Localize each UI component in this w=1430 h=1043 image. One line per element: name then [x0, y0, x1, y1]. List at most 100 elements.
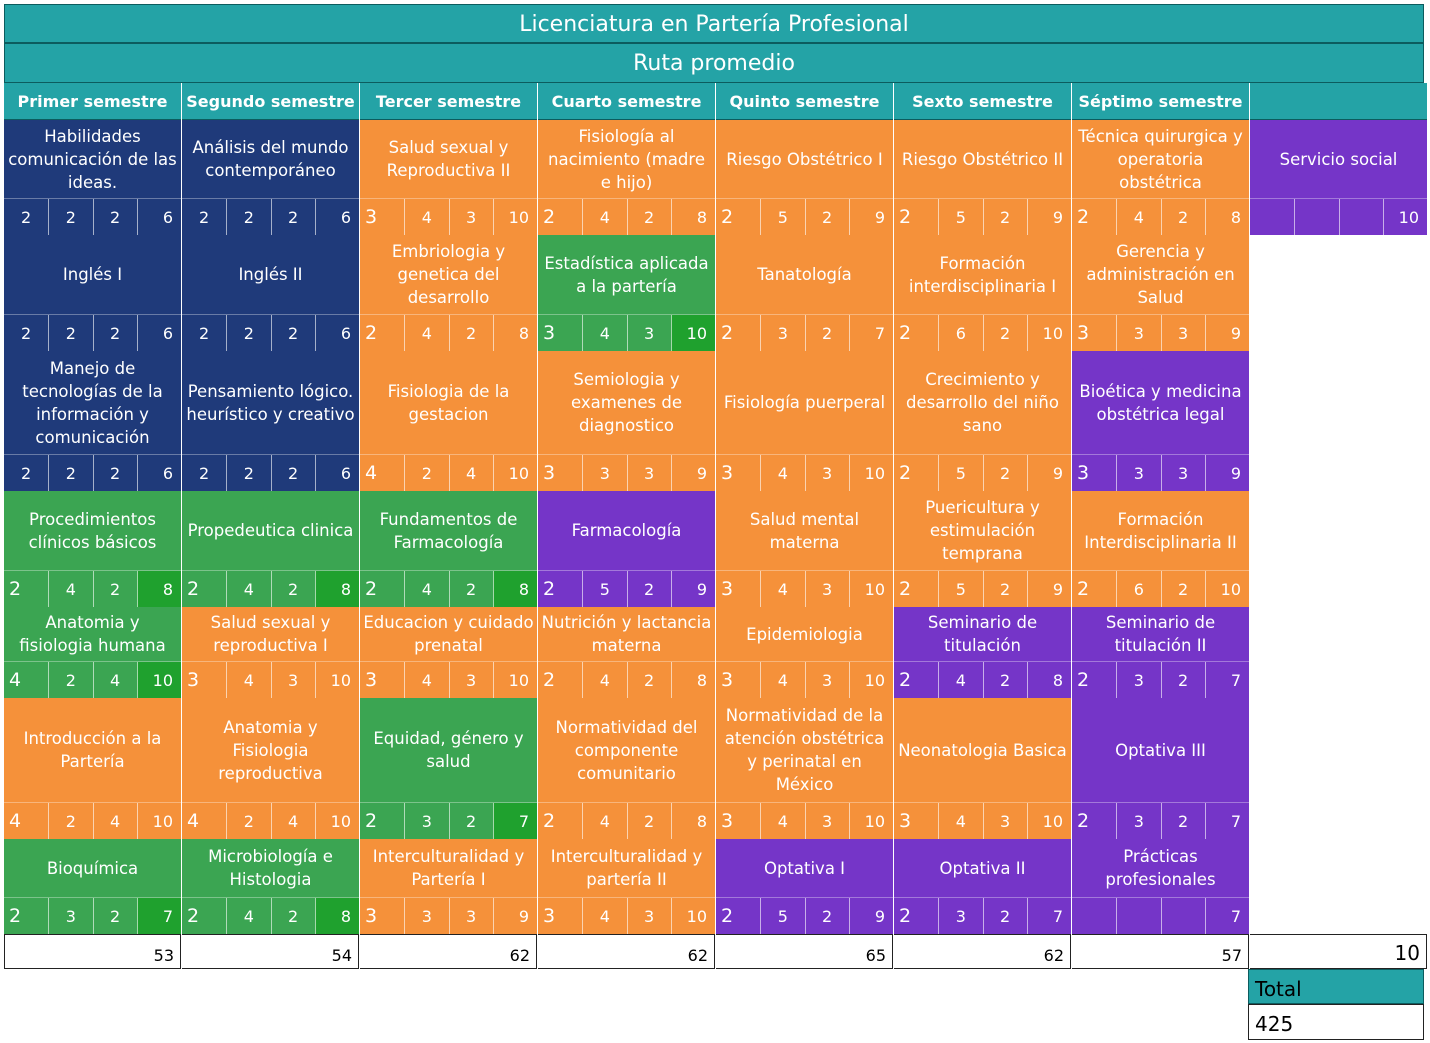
credit-value: 2	[226, 199, 270, 235]
credit-value: 2	[226, 803, 270, 839]
course-credits: 4 2 4 10	[4, 803, 181, 839]
credit-value: 4	[187, 810, 200, 832]
credit-value: 5	[938, 571, 982, 607]
credit-value: 2	[270, 571, 315, 607]
credit-value: 2	[721, 905, 734, 927]
credit-value: 7	[1204, 803, 1249, 839]
credit-value: 2	[365, 322, 378, 344]
course-name: Fisiologia de la gestacion	[360, 351, 537, 455]
semester-header: Sexto semestre	[894, 83, 1071, 120]
credit-value: 3	[187, 669, 200, 691]
credit-value: 2	[226, 315, 270, 351]
credit-value: 3	[543, 322, 556, 344]
credit-value: 4	[404, 662, 448, 698]
credit-value: 3	[1160, 315, 1205, 351]
credit-value: 6	[136, 199, 181, 235]
credit-value: 2	[92, 898, 137, 934]
credit-value: 5	[938, 199, 982, 235]
credit-value: 2	[48, 803, 92, 839]
credit-value: 3	[1116, 455, 1160, 491]
course-credits: 4 2 4 10	[182, 803, 359, 839]
credit-value: 6	[314, 315, 359, 351]
credit-value: 3	[899, 810, 912, 832]
credit-value: 9	[848, 898, 893, 934]
course-name: Equidad, género y salud	[360, 698, 537, 803]
credit-value: 2	[187, 578, 200, 600]
credit-value: 4	[92, 803, 137, 839]
credit-value: 2	[899, 206, 912, 228]
credit-value: 8	[492, 315, 537, 351]
credit-value: 3	[982, 803, 1027, 839]
credit-value: 2	[543, 669, 556, 691]
credit-value: 2	[543, 810, 556, 832]
credit-value: 3	[1116, 662, 1160, 698]
credit-value: 2	[21, 207, 32, 227]
credit-value: 2	[48, 199, 92, 235]
credit-value: 6	[136, 315, 181, 351]
credit-value: 10	[848, 455, 893, 491]
credit-value: 4	[9, 669, 22, 691]
credit-value: 2	[92, 315, 137, 351]
credit-value: 2	[543, 206, 556, 228]
credit-value: 8	[670, 199, 715, 235]
credit-value: 3	[721, 669, 734, 691]
course-name: Salud sexual y Reproductiva II	[360, 120, 537, 199]
course-credits: 3 4 3 10	[894, 803, 1071, 839]
semester-total: 65	[716, 934, 893, 969]
semester-total: 62	[894, 934, 1071, 969]
course-name: Formación Interdisciplinaria II	[1072, 491, 1249, 571]
course-name: Seminario de titulación II	[1072, 607, 1249, 662]
course-credits: 3 4 3 10	[182, 662, 359, 698]
credit-value: 4	[760, 571, 804, 607]
credit-value: 2	[626, 199, 671, 235]
credit-value: 2	[804, 315, 849, 351]
credit-value: 2	[1077, 206, 1090, 228]
credit-value: 3	[1160, 455, 1205, 491]
credit-value: 8	[314, 898, 359, 934]
credit-value: 6	[1116, 571, 1160, 607]
credit-value: 4	[270, 803, 315, 839]
credit-value: 6	[136, 455, 181, 491]
credit-value: 10	[314, 803, 359, 839]
credit-value: 10	[492, 455, 537, 491]
credit-value: 4	[365, 462, 378, 484]
credit-value: 3	[543, 905, 556, 927]
credit-value: 4	[582, 315, 626, 351]
credit-value: 9	[492, 898, 537, 934]
credit-value: 3	[448, 662, 493, 698]
credit-value	[1160, 898, 1205, 934]
credit-value: 2	[9, 578, 22, 600]
credit-value	[1072, 898, 1116, 934]
credit-value: 2	[721, 322, 734, 344]
credit-value: 6	[314, 199, 359, 235]
course-credits: 3 4 3 10	[538, 315, 715, 351]
credit-value: 6	[938, 315, 982, 351]
credit-value: 3	[721, 810, 734, 832]
course-credits: 2 6 2 10	[1072, 571, 1249, 607]
credit-value: 2	[1160, 662, 1205, 698]
course-name: Tanatología	[716, 235, 893, 315]
course-name: Interculturalidad y partería II	[538, 839, 715, 898]
total-value: 425	[1248, 1004, 1424, 1040]
credit-value: 4	[404, 571, 448, 607]
course-name: Prácticas profesionales	[1072, 839, 1249, 898]
credit-value: 2	[199, 463, 210, 483]
credit-value: 2	[982, 455, 1027, 491]
credit-value: 2	[1160, 199, 1205, 235]
credit-value: 10	[1382, 199, 1427, 235]
credit-value: 2	[365, 810, 378, 832]
course-name: Neonatologia Basica	[894, 698, 1071, 803]
course-name: Habilidades comunicación de las ideas.	[4, 120, 181, 199]
credit-value: 7	[848, 315, 893, 351]
credit-value: 2	[48, 455, 92, 491]
course-name: Salud sexual y reproductiva I	[182, 607, 359, 662]
credit-value: 2	[448, 315, 493, 351]
credit-value: 4	[226, 662, 270, 698]
